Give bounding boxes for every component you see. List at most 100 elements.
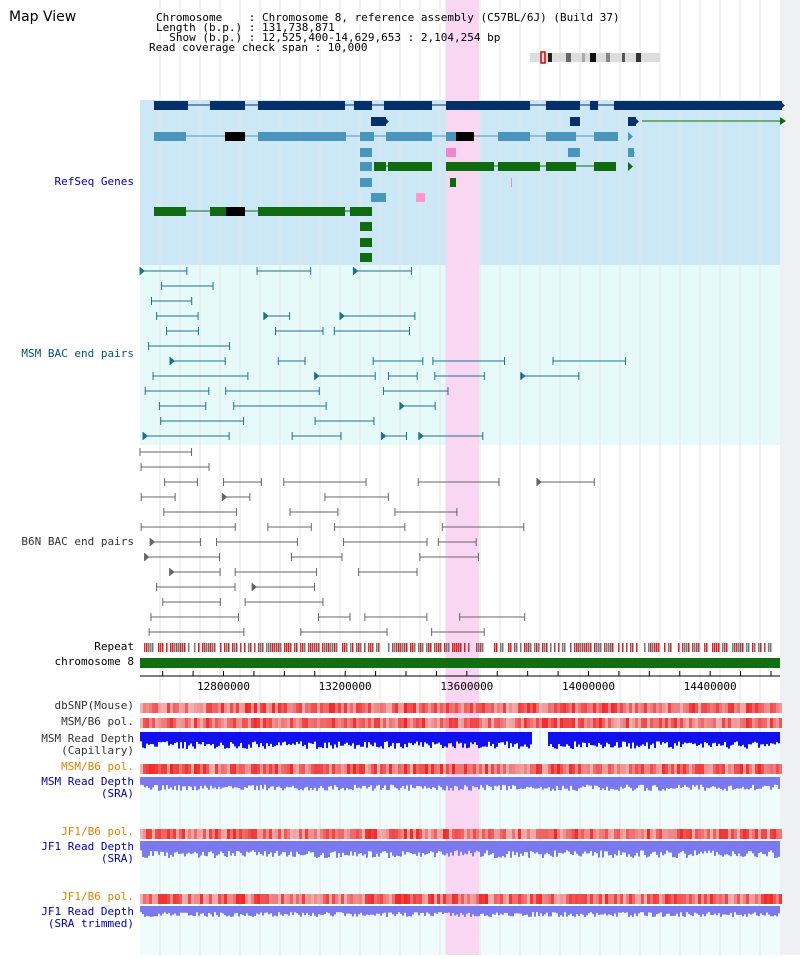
msm-read-capillary-bar: [690, 732, 692, 743]
track-label-jf1-read-sra[interactable]: JF1 Read Depth (SRA): [41, 840, 134, 865]
track-label-repeat: Repeat: [94, 640, 134, 653]
msm-b6-pol-strip-2-cell: [509, 764, 512, 774]
track-label-msm-bac[interactable]: MSM BAC end pairs: [21, 347, 134, 360]
gene-row-7b: [416, 193, 425, 202]
repeat-mark: [758, 643, 760, 652]
msm-read-sra-bar: [384, 777, 386, 786]
track-label-msm-b6-pol[interactable]: MSM/B6 pol.: [61, 715, 134, 728]
msm-read-sra-bar: [774, 777, 776, 785]
msm-read-sra-bar: [268, 777, 270, 789]
msm-read-sra-bar: [254, 777, 256, 790]
msm-b6-pol-strip-cell: [500, 718, 503, 728]
jf1-b6-pol-strip-cell: [722, 829, 725, 839]
msm-read-sra-bar: [226, 777, 228, 787]
jf1-read-trimmed-bar: [334, 906, 336, 915]
msm-b6-pol-strip-2-cell: [422, 764, 425, 774]
msm-read-sra-bar: [154, 777, 156, 785]
jf1-read-trimmed-bar: [576, 906, 578, 915]
repeat-mark: [534, 643, 536, 652]
repeat-mark: [198, 643, 200, 652]
msm-read-capillary-bar: [764, 732, 766, 747]
msm-read-capillary-bar: [314, 732, 316, 742]
track-label-jf1-b6-pol[interactable]: JF1/B6 pol.: [61, 825, 134, 838]
msm-read-sra-bar: [204, 777, 206, 786]
msm-read-capillary-bar: [288, 732, 290, 745]
track-label-dbsnp[interactable]: dbSNP(Mouse): [54, 699, 134, 712]
jf1-read-trimmed-bar: [174, 906, 176, 914]
jf1-b6-pol-strip-cell: [425, 829, 428, 839]
jf1-b6-pol-strip-cell: [638, 829, 641, 839]
jf1-b6-pol-strip-cell: [446, 829, 449, 839]
msm-read-sra-bar: [668, 777, 670, 790]
jf1-read-sra-bar: [328, 841, 330, 858]
jf1-b6-pol-strip-cell: [362, 829, 365, 839]
msm-read-sra-bar: [294, 777, 296, 789]
msm-b6-pol-strip-cell: [275, 718, 278, 728]
msm-read-sra-bar: [214, 777, 216, 788]
dbsnp-strip-cell: [341, 703, 344, 713]
msm-read-capillary-bar: [528, 732, 530, 749]
jf1-read-trimmed-bar: [256, 906, 258, 914]
jf1-read-sra-bar: [346, 841, 348, 855]
repeat-mark: [182, 643, 184, 652]
jf1-read-sra-bar: [260, 841, 262, 854]
jf1-read-trimmed-bar: [386, 906, 388, 917]
repeat-mark: [278, 643, 280, 652]
jf1-b6-pol-strip-cell: [719, 829, 722, 839]
jf1-read-sra-bar: [682, 841, 684, 851]
jf1-read-sra-bar: [388, 841, 390, 858]
msm-b6-pol-strip-2-cell: [656, 764, 659, 774]
jf1-read-trimmed-bar: [610, 906, 612, 915]
jf1-read-sra-bar: [674, 841, 676, 858]
msm-read-capillary-bar: [352, 732, 354, 744]
msm-b6-pol-strip-cell: [188, 718, 191, 728]
track-label-jf1-b6-pol-2[interactable]: JF1/B6 pol.: [61, 890, 134, 903]
jf1-read-trimmed-bar: [226, 906, 228, 917]
repeat-mark: [718, 643, 720, 652]
msm-read-sra-bar: [388, 777, 390, 790]
repeat-mark: [274, 643, 276, 652]
jf1-read-trimmed-bar: [396, 906, 398, 915]
msm-b6-pol-strip-2-cell: [236, 764, 239, 774]
repeat-mark: [220, 643, 222, 652]
dbsnp-strip-cell: [233, 703, 236, 713]
msm-b6-pol-strip-cell: [671, 718, 674, 728]
jf1-b6-pol-strip-cell: [599, 829, 602, 839]
track-label-msm-read-capillary[interactable]: MSM Read Depth (Capillary): [41, 732, 134, 757]
msm-b6-pol-strip-cell: [326, 718, 329, 728]
msm-read-sra-bar: [662, 777, 664, 790]
msm-read-sra-bar: [362, 777, 364, 786]
gene-row-1-exon: [546, 101, 580, 110]
msm-b6-pol-strip-2-cell: [587, 764, 590, 774]
dbsnp-strip-cell: [722, 703, 725, 713]
jf1-b6-pol-strip-2-cell: [533, 894, 536, 904]
msm-b6-pol-strip-2-cell: [518, 764, 521, 774]
track-label-refseq[interactable]: RefSeq Genes: [54, 175, 134, 188]
msm-read-capillary-bar: [234, 732, 236, 747]
msm-b6-pol-strip-2-cell: [482, 764, 485, 774]
jf1-read-trimmed-bar: [212, 906, 214, 917]
track-label-msm-read-sra[interactable]: MSM Read Depth (SRA): [41, 775, 134, 800]
track-label-msm-b6-pol-2[interactable]: MSM/B6 pol.: [61, 760, 134, 773]
msm-b6-pol-strip-cell: [536, 718, 539, 728]
msm-b6-pol-strip-cell: [464, 718, 467, 728]
track-label-jf1-read-trimmed[interactable]: JF1 Read Depth (SRA trimmed): [41, 905, 134, 930]
msm-read-capillary-bar: [702, 732, 704, 748]
jf1-b6-pol-strip-cell: [170, 829, 173, 839]
jf1-b6-pol-strip-2-cell: [230, 894, 233, 904]
repeat-mark: [692, 643, 694, 652]
msm-read-capillary-bar: [444, 732, 446, 747]
jf1-b6-pol-strip-cell: [743, 829, 746, 839]
msm-b6-pol-strip-2-cell: [176, 764, 179, 774]
msm-read-sra-bar: [500, 777, 502, 790]
dbsnp-strip-cell: [575, 703, 578, 713]
dbsnp-strip-cell: [476, 703, 479, 713]
dbsnp-strip-cell: [515, 703, 518, 713]
msm-read-sra-bar: [380, 777, 382, 790]
track-label-b6n-bac[interactable]: B6N BAC end pairs: [21, 535, 134, 548]
jf1-read-trimmed-bar: [766, 906, 768, 913]
msm-b6-pol-strip-2-cell: [410, 764, 413, 774]
msm-read-capillary-bar: [396, 732, 398, 744]
